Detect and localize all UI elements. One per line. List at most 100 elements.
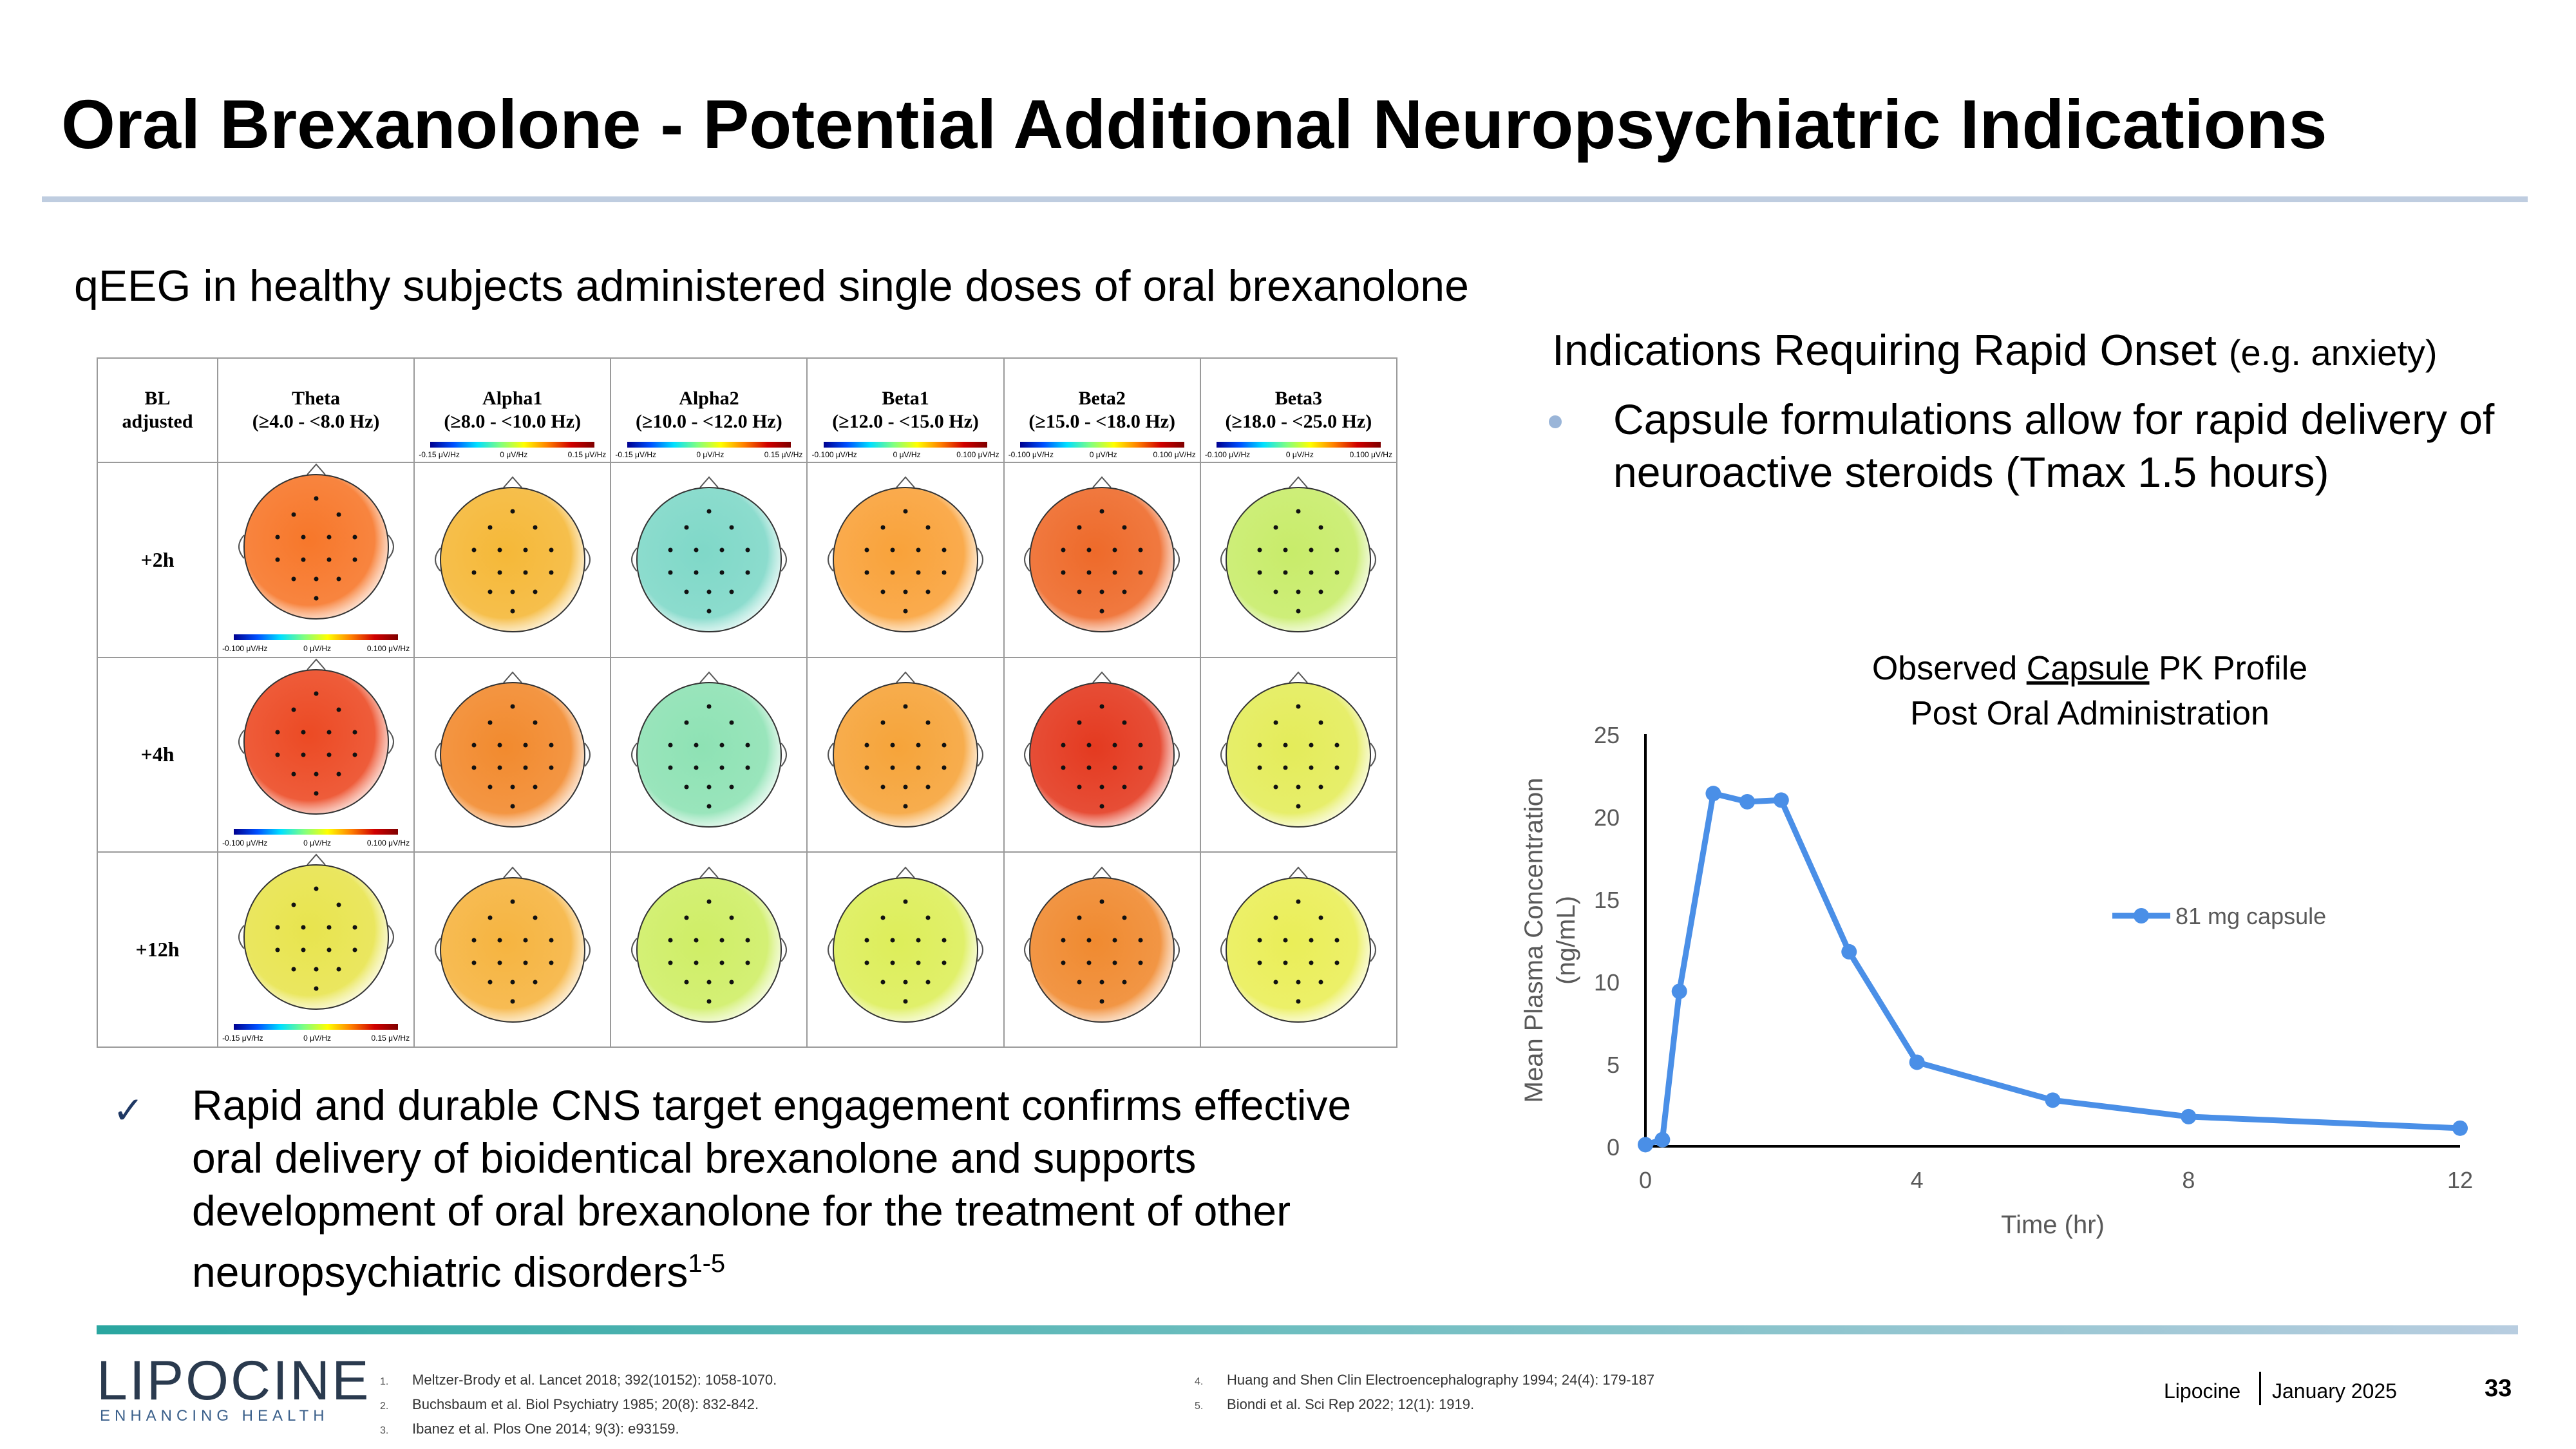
color-scale-bar (234, 829, 398, 835)
electrode-dot (327, 947, 332, 952)
electrode-dot (890, 765, 895, 770)
qeeg-map-cell (806, 851, 1005, 1048)
electrode-dot (880, 980, 886, 985)
electrode-dot (523, 570, 528, 575)
color-scale-label: -0.15 μV/Hz (615, 450, 656, 459)
electrode-dot (1283, 547, 1288, 553)
electrode-dot (1099, 899, 1104, 904)
electrode-dot (275, 730, 280, 735)
electrode-dot (352, 535, 357, 540)
electrode-dot (352, 947, 357, 952)
electrode-dot (314, 576, 319, 582)
chart-title-part: PK Profile (2150, 650, 2308, 687)
electrode-dot (1112, 938, 1117, 943)
ear-outline (387, 535, 394, 559)
head-outline (1029, 487, 1175, 633)
column-name: Beta1 (882, 388, 929, 409)
electrode-dot (903, 784, 908, 790)
ear-outline (828, 743, 834, 767)
nose-outline (306, 853, 326, 866)
electrode-dot (549, 547, 554, 553)
color-scale-labels: -0.15 μV/Hz 0 μV/Hz 0.15 μV/Hz (419, 450, 606, 459)
electrode-dot (729, 589, 734, 594)
electrode-dot (1296, 704, 1301, 709)
y-tick-label: 15 (1594, 887, 1620, 913)
nose-outline (306, 658, 326, 670)
electrode-dot (471, 570, 477, 575)
ear-outline (1370, 547, 1377, 572)
ear-outline (1370, 743, 1377, 767)
color-scale-bar (823, 442, 988, 448)
indications-heading-example: (e.g. anxiety) (2228, 332, 2438, 373)
electrode-dot (1122, 915, 1127, 920)
chart-title-line2: Post Oral Administration (1910, 695, 2269, 732)
head-outline (636, 487, 782, 633)
electrode-dot (549, 938, 554, 943)
topographic-head-map (1024, 866, 1180, 1023)
qeeg-map-cell (610, 851, 808, 1048)
electrode-dot (706, 804, 712, 809)
electrode-dot (1309, 547, 1314, 553)
nose-outline (1092, 476, 1112, 488)
electrode-dot (488, 720, 493, 725)
electrode-dot (471, 938, 477, 943)
electrode-dot (1099, 589, 1104, 594)
electrode-dot (1283, 743, 1288, 748)
electrode-dot (471, 960, 477, 965)
electrode-dot (533, 720, 538, 725)
color-scale-label: 0.100 μV/Hz (366, 838, 410, 848)
electrode-dot (1283, 938, 1288, 943)
electrode-dot (1296, 784, 1301, 790)
indications-bullet: Capsule formulations allow for rapid del… (1613, 395, 2495, 496)
electrode-dot (706, 784, 712, 790)
electrode-dot (719, 570, 724, 575)
electrode-dot (864, 743, 869, 748)
electrode-dot (471, 765, 477, 770)
electrode-dot (1296, 999, 1301, 1004)
color-scale-bar (234, 1024, 398, 1030)
head-outline (243, 864, 389, 1010)
qeeg-col-header: Beta3 (≥18.0 - <25.0 Hz) -0.100 μV/Hz 0 μV/… (1199, 357, 1398, 463)
electrode-dot (880, 589, 886, 594)
color-scale-label: 0 μV/Hz (893, 450, 921, 459)
data-point (2045, 1092, 2061, 1108)
color-scale-label: 0.15 μV/Hz (764, 450, 803, 459)
ear-outline (238, 924, 245, 949)
electrode-dot (291, 576, 296, 582)
electrode-dot (314, 967, 319, 972)
color-scale-label: -0.100 μV/Hz (222, 838, 268, 848)
topographic-head-map (1024, 671, 1180, 828)
electrode-dot (1318, 589, 1323, 594)
electrode-dot (314, 886, 319, 891)
ear-outline (1370, 937, 1377, 962)
ear-outline (1220, 937, 1227, 962)
reference-item: 5. Biondi et al. Sci Rep 2022; 12(1): 19… (1195, 1396, 1475, 1412)
color-scale-label: -0.15 μV/Hz (419, 450, 460, 459)
qeeg-map-table: BL adjusted Theta (≥4.0 - <8.0 Hz) Alpha1… (97, 357, 1398, 1048)
electrode-dot (291, 902, 296, 907)
head-outline (1029, 876, 1175, 1023)
electrode-dot (1138, 743, 1143, 748)
legend-label: 81 mg capsule (2175, 903, 2326, 929)
indications-heading: Indications Requiring Rapid Onset (e.g. … (1552, 325, 2438, 375)
electrode-dot (684, 915, 689, 920)
electrode-dot (488, 589, 493, 594)
electrode-dot (549, 960, 554, 965)
electrode-dot (719, 765, 724, 770)
electrode-dot (1099, 609, 1104, 614)
column-frequency-range: (≥10.0 - <12.0 Hz) (636, 411, 782, 432)
ear-outline (828, 547, 834, 572)
qeeg-header-row: BL adjusted Theta (≥4.0 - <8.0 Hz) Alpha1… (97, 357, 1398, 463)
nose-outline (502, 476, 522, 488)
electrode-dot (291, 512, 296, 517)
electrode-dot (1077, 980, 1082, 985)
qeeg-map-cell (610, 656, 808, 853)
color-scale-label: 0.100 μV/Hz (956, 450, 999, 459)
electrode-dot (1309, 960, 1314, 965)
electrode-dot (706, 704, 712, 709)
electrode-dot (903, 980, 908, 985)
electrode-dot (694, 960, 699, 965)
data-point (1654, 1132, 1671, 1148)
electrode-dot (352, 730, 357, 735)
electrode-dot (729, 525, 734, 530)
